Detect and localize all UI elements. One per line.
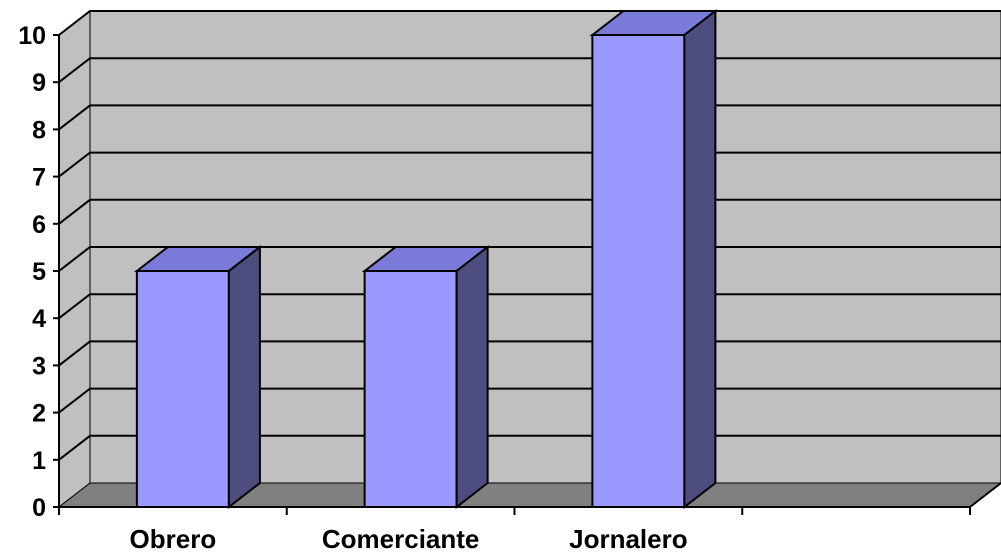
y-tick-label: 7 xyxy=(32,164,46,192)
bar-front xyxy=(363,270,458,508)
y-tick-label: 4 xyxy=(32,305,46,333)
bar xyxy=(589,8,719,510)
y-tick-label: 2 xyxy=(32,400,46,428)
bar-side xyxy=(227,244,261,510)
axes xyxy=(53,34,1001,515)
y-tick-label: 0 xyxy=(32,494,46,522)
bars xyxy=(133,8,719,510)
y-tick-label: 5 xyxy=(32,258,46,286)
y-tick-label: 9 xyxy=(32,69,46,97)
bar-front xyxy=(591,34,686,508)
x-category-label: Comerciante xyxy=(322,524,480,554)
floor-edge xyxy=(969,482,1001,508)
y-tick-label: 8 xyxy=(32,116,46,144)
y-tick-label: 10 xyxy=(18,22,46,50)
x-category-label: Obrero xyxy=(130,524,217,554)
axis-labels: 0 1 2 3 4 5 6 7 8 9 10 Obrero Comerciante Jornalero xyxy=(18,22,687,554)
y-tick-label: 3 xyxy=(32,352,46,380)
bar-front xyxy=(135,270,230,508)
x-category-label: Jornalero xyxy=(569,524,688,554)
y-tick-label: 6 xyxy=(32,211,46,239)
bar xyxy=(133,244,263,510)
bar-side xyxy=(455,244,489,510)
bar-side xyxy=(683,8,717,510)
bar xyxy=(361,244,491,510)
y-tick-label: 1 xyxy=(32,447,46,475)
